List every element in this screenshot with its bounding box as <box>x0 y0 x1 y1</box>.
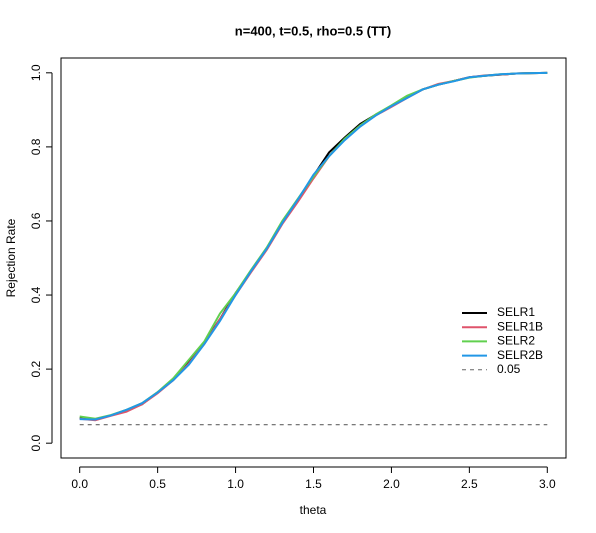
legend-label: SELR1B <box>497 319 543 333</box>
x-tick-label: 0.5 <box>149 477 166 491</box>
x-axis-label: theta <box>300 503 327 517</box>
x-tick-label: 3.0 <box>539 477 556 491</box>
y-tick-label: 0.8 <box>29 138 43 155</box>
legend-label: SELR2 <box>497 334 535 348</box>
x-tick-label: 1.0 <box>227 477 244 491</box>
plot-box <box>60 57 567 459</box>
y-tick-label: 0.4 <box>29 286 43 303</box>
x-tick-label: 2.5 <box>461 477 478 491</box>
y-tick-label: 0.2 <box>29 360 43 377</box>
chart-title: n=400, t=0.5, rho=0.5 (TT) <box>235 23 391 38</box>
legend-label: SELR1 <box>497 305 535 319</box>
y-axis-label: Rejection Rate <box>4 218 18 297</box>
y-tick-label: 0.6 <box>29 212 43 229</box>
series-line <box>79 71 548 421</box>
x-tick-label: 2.0 <box>383 477 400 491</box>
x-tick-label: 0.0 <box>71 477 88 491</box>
x-tick-label: 1.5 <box>305 477 322 491</box>
legend-label: SELR2B <box>497 348 543 362</box>
y-tick-label: 0.0 <box>29 435 43 452</box>
y-tick-label: 1.0 <box>29 64 43 81</box>
legend-label: 0.05 <box>497 362 521 376</box>
